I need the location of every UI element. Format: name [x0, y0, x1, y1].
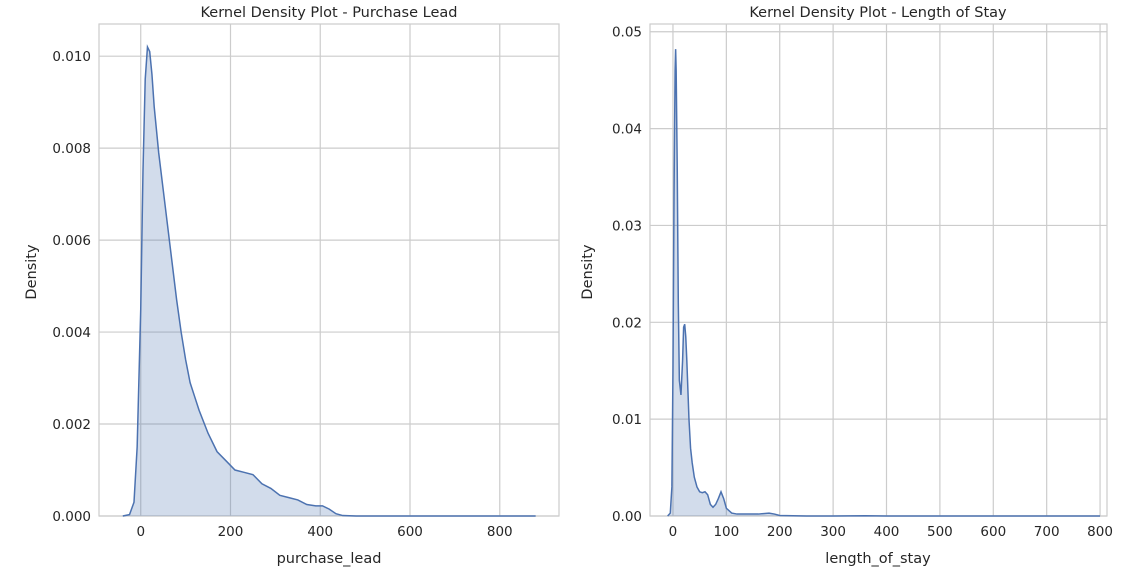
y-tick-label: 0.008 [52, 141, 91, 157]
x-tick-label: 800 [487, 524, 513, 540]
x-tick-label: 100 [713, 524, 739, 540]
x-tick-label: 700 [1034, 524, 1060, 540]
x-tick-label: 200 [767, 524, 793, 540]
y-tick-label: 0.004 [52, 325, 91, 341]
y-tick-label: 0.04 [612, 122, 642, 138]
density-line [122, 44, 536, 517]
y-tick-label: 0.000 [52, 509, 91, 525]
y-tick-label: 0.01 [612, 412, 642, 428]
x-tick-label: 800 [1087, 524, 1113, 540]
y-tick-label: 0.05 [612, 25, 642, 41]
x-tick-label: 0 [669, 524, 678, 540]
x-axis-label: purchase_lead [277, 551, 382, 567]
chart-length-of-stay: 0 100 200 300 400 500 600 700 800 0.00 0.01 0.02 0.0… [580, 5, 1113, 567]
plot-frame [649, 23, 1108, 517]
chart-title: Kernel Density Plot - Purchase Lead [201, 5, 458, 21]
y-tick-label: 0.010 [52, 49, 91, 65]
x-tick-label: 300 [820, 524, 846, 540]
y-tick-label: 0.002 [52, 417, 91, 433]
x-tick-label: 200 [218, 524, 244, 540]
x-tick-label: 0 [136, 524, 145, 540]
x-tick-label: 600 [980, 524, 1006, 540]
x-tick-label: 400 [874, 524, 900, 540]
x-tick-label: 600 [397, 524, 423, 540]
x-tick-label: 400 [307, 524, 333, 540]
chart-purchase-lead: 0 200 400 600 800 0.000 0.002 0.004 0.006 0.008 0.… [24, 5, 560, 567]
y-tick-label: 0.00 [612, 509, 642, 525]
y-tick-label: 0.02 [612, 315, 642, 331]
density-area [122, 46, 536, 517]
y-tick-label: 0.03 [612, 218, 642, 234]
x-tick-label: 500 [927, 524, 953, 540]
chart-title: Kernel Density Plot - Length of Stay [749, 5, 1007, 21]
plot-frame [98, 23, 560, 517]
density-line [667, 49, 1101, 517]
y-axis-label: Density [580, 244, 596, 300]
density-area [667, 49, 1101, 517]
y-tick-label: 0.006 [52, 233, 91, 249]
x-axis-label: length_of_stay [825, 551, 931, 567]
y-axis-label: Density [24, 244, 40, 300]
